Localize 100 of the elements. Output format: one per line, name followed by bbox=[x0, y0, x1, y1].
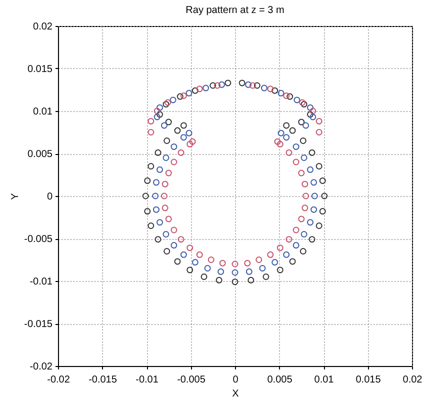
point bbox=[302, 192, 310, 200]
point bbox=[170, 158, 178, 166]
y-axis-title: Y bbox=[10, 192, 22, 200]
point bbox=[262, 274, 270, 280]
point bbox=[154, 108, 160, 114]
point bbox=[148, 118, 154, 124]
point bbox=[170, 143, 178, 150]
point bbox=[174, 127, 181, 134]
x-tick-label: 0 bbox=[232, 374, 239, 386]
point bbox=[152, 206, 160, 213]
point bbox=[254, 82, 260, 89]
point bbox=[148, 222, 154, 229]
point bbox=[176, 93, 184, 100]
y-tick-label: 0 bbox=[46, 192, 53, 202]
point bbox=[319, 208, 326, 215]
point bbox=[319, 177, 326, 184]
point bbox=[208, 256, 214, 263]
y-tick-label: 0.015 bbox=[27, 64, 53, 75]
point bbox=[178, 149, 184, 156]
point bbox=[156, 166, 164, 173]
point bbox=[180, 134, 187, 141]
point bbox=[192, 259, 198, 266]
y-tick-label: 0.02 bbox=[33, 22, 53, 32]
point bbox=[210, 82, 216, 89]
point bbox=[204, 265, 211, 272]
x-tick-label: 0.015 bbox=[356, 374, 382, 386]
point bbox=[224, 80, 232, 86]
point bbox=[289, 127, 296, 134]
point bbox=[283, 92, 290, 99]
point bbox=[170, 96, 176, 104]
point bbox=[278, 90, 284, 96]
point bbox=[186, 130, 192, 136]
point bbox=[311, 192, 318, 200]
point bbox=[294, 96, 300, 104]
point bbox=[152, 192, 159, 200]
point bbox=[274, 138, 281, 145]
point bbox=[306, 104, 314, 111]
point bbox=[316, 222, 322, 229]
point bbox=[292, 143, 300, 150]
point bbox=[289, 258, 296, 265]
point bbox=[300, 231, 308, 238]
point bbox=[300, 248, 306, 254]
chart-title: Ray pattern at z = 3 m bbox=[186, 5, 284, 16]
point bbox=[283, 251, 290, 258]
point bbox=[154, 114, 160, 120]
y-tick-label: -0.005 bbox=[24, 234, 53, 245]
point bbox=[174, 258, 181, 265]
point bbox=[142, 192, 149, 200]
point bbox=[292, 158, 300, 166]
point bbox=[286, 149, 292, 156]
point bbox=[186, 244, 194, 252]
point bbox=[292, 226, 300, 234]
point bbox=[200, 274, 208, 280]
point bbox=[156, 104, 164, 111]
x-tick-label: -0.005 bbox=[177, 374, 206, 386]
point bbox=[306, 219, 314, 226]
point bbox=[244, 260, 251, 266]
point bbox=[308, 236, 316, 243]
point bbox=[160, 192, 168, 200]
point bbox=[302, 204, 308, 212]
point bbox=[310, 179, 318, 186]
point bbox=[180, 251, 187, 258]
point bbox=[298, 118, 305, 126]
point bbox=[165, 118, 172, 126]
point bbox=[246, 268, 252, 275]
point bbox=[162, 154, 170, 161]
point bbox=[310, 206, 318, 213]
point bbox=[298, 170, 305, 176]
point bbox=[310, 114, 316, 120]
point bbox=[256, 256, 262, 263]
point bbox=[232, 269, 238, 276]
point bbox=[165, 170, 172, 176]
point bbox=[267, 251, 274, 258]
point bbox=[302, 122, 310, 129]
x-tick-label: -0.01 bbox=[136, 374, 159, 386]
point bbox=[276, 244, 284, 252]
point bbox=[154, 236, 162, 243]
point bbox=[260, 84, 268, 92]
point bbox=[308, 149, 316, 156]
point bbox=[272, 259, 278, 266]
point bbox=[298, 216, 305, 222]
point bbox=[148, 129, 154, 136]
point bbox=[144, 177, 151, 184]
point bbox=[302, 180, 308, 188]
point bbox=[170, 242, 178, 249]
point bbox=[283, 134, 290, 141]
x-tick-label: -0.02 bbox=[47, 374, 70, 386]
point bbox=[192, 87, 198, 94]
point bbox=[292, 242, 300, 249]
point bbox=[196, 251, 203, 258]
point bbox=[232, 278, 238, 286]
point bbox=[162, 204, 168, 212]
point bbox=[248, 276, 254, 284]
point bbox=[316, 118, 322, 124]
point bbox=[165, 216, 172, 222]
point bbox=[310, 108, 316, 114]
point bbox=[186, 266, 194, 274]
point bbox=[170, 226, 178, 234]
y-tick-label: -0.02 bbox=[30, 362, 53, 372]
point bbox=[219, 260, 226, 266]
